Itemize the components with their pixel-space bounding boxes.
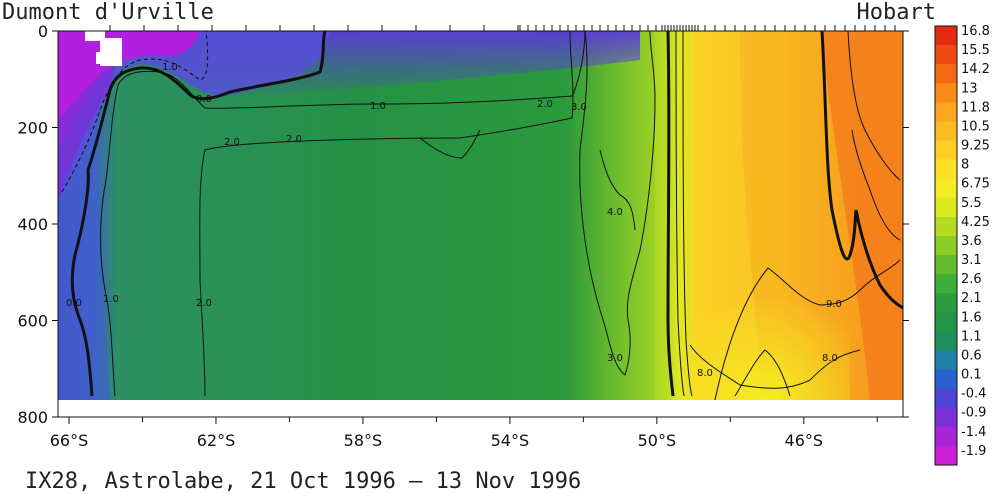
- y-tick-label: 0: [38, 22, 48, 41]
- station-tick-marks: [109, 25, 896, 31]
- colorbar-swatch: [935, 45, 957, 65]
- colorbar-label: 5.5: [961, 196, 982, 211]
- contour-label-7: 2.0: [537, 99, 553, 110]
- contour-label-6: 2.0: [286, 134, 302, 145]
- colorbar-label: 14.2: [961, 62, 990, 77]
- colorbar-label: 11.8: [961, 100, 990, 115]
- colorbar-swatch: [935, 64, 957, 84]
- temperature-colorbar: 16.8 15.5 14.2 13 11.8 10.5 9.25 8 6.75 5.5 4.25 3.…: [934, 24, 990, 466]
- colorbar-label: 6.75: [961, 177, 990, 192]
- colorbar-swatch: [935, 83, 957, 103]
- contour-label-8: 2.0: [196, 298, 212, 309]
- contour-label-2: 1.0: [162, 62, 178, 73]
- x-tick-label: 62°S: [197, 431, 236, 450]
- colorbar-label: 4.25: [961, 215, 990, 230]
- colorbar-label: 8: [961, 158, 969, 173]
- colorbar-swatch: [935, 197, 957, 218]
- colorbar-label: 0.6: [961, 348, 982, 363]
- x-tick-label: 58°S: [344, 431, 383, 450]
- colorbar-swatch: [935, 235, 957, 256]
- colorbar-label: 2.1: [961, 291, 982, 306]
- x-tick-label: 50°S: [638, 431, 677, 450]
- contour-label-9: 3.0: [571, 102, 587, 113]
- colorbar-label: 0.1: [961, 368, 982, 383]
- depth-axis: 0 200 400 600 800: [17, 22, 909, 427]
- x-tick-label: 46°S: [785, 431, 824, 450]
- temperature-field: [58, 31, 903, 400]
- colorbar-swatch: [935, 407, 957, 428]
- colorbar-frame: [934, 25, 958, 466]
- colorbar-swatch: [935, 350, 957, 371]
- colorbar-label: -0.9: [961, 406, 986, 421]
- colorbar-swatch: [935, 140, 957, 161]
- colorbar-swatch: [935, 26, 957, 46]
- colorbar-label: -0.4: [961, 387, 986, 402]
- contour-label-5: 2.0: [224, 137, 240, 148]
- contour-label-1: 0.0: [66, 298, 82, 309]
- y-tick-label: 600: [17, 312, 48, 331]
- colorbar-label: 15.5: [961, 43, 990, 58]
- colorbar-swatch: [935, 426, 957, 447]
- colorbar-swatch: [935, 312, 957, 332]
- colorbar-swatch: [935, 255, 957, 275]
- colorbar-swatch: [935, 293, 957, 313]
- colorbar-swatch: [935, 331, 957, 351]
- contour-label-13: 8.0: [822, 353, 838, 364]
- colorbar-label: 9.25: [961, 139, 990, 154]
- colorbar-swatch: [935, 216, 957, 237]
- colorbar-label: 16.8: [961, 24, 990, 39]
- y-tick-label: 400: [17, 215, 48, 234]
- left-station-label: Dumont d'Urville: [2, 0, 214, 25]
- colorbar-swatch: [935, 121, 957, 142]
- colorbar-swatch: [935, 159, 957, 180]
- contour-label-0: 0.0: [196, 94, 212, 105]
- colorbar-label: 10.5: [961, 119, 990, 134]
- contour-label-14: 9.0: [826, 299, 842, 310]
- colorbar-label: 3.1: [961, 253, 982, 268]
- colorbar-label: -1.4: [961, 425, 986, 440]
- colorbar-swatch: [935, 178, 957, 199]
- colorbar-label: -1.9: [961, 444, 986, 459]
- contour-label-11: 4.0: [607, 207, 623, 218]
- colorbar-label: 3.6: [961, 234, 982, 249]
- y-tick-label: 800: [17, 408, 48, 427]
- colorbar-swatch: [935, 445, 957, 466]
- contour-label-3: 1.0: [370, 101, 386, 112]
- x-tick-label: 54°S: [491, 431, 530, 450]
- section-title: IX28, Astrolabe, 21 Oct 1996 – 13 Nov 19…: [25, 469, 581, 494]
- y-tick-label: 200: [17, 119, 48, 138]
- colorbar-label: 1.6: [961, 310, 982, 325]
- colorbar-swatch: [935, 369, 957, 390]
- isotherm-contours: [61, 31, 903, 400]
- contour-label-12: 8.0: [697, 368, 713, 379]
- latitude-axis: 66°S 62°S 58°S 54°S 50°S 46°S: [50, 417, 878, 450]
- contour-label-10: 3.0: [607, 353, 623, 364]
- x-tick-label: 66°S: [50, 431, 89, 450]
- right-station-label: Hobart: [857, 0, 936, 25]
- colorbar-swatch: [935, 102, 957, 122]
- colorbar-label: 2.6: [961, 272, 982, 287]
- colorbar-swatch: [935, 388, 957, 409]
- colorbar-swatch: [935, 274, 957, 294]
- colorbar-label: 1.1: [961, 329, 982, 344]
- colorbar-label: 13: [961, 81, 978, 96]
- contour-labels: 0.0 0.0 1.0 1.0 1.0 2.0 2.0 2.0 2.0 3.0 …: [66, 62, 842, 379]
- contour-label-4: 1.0: [103, 294, 119, 305]
